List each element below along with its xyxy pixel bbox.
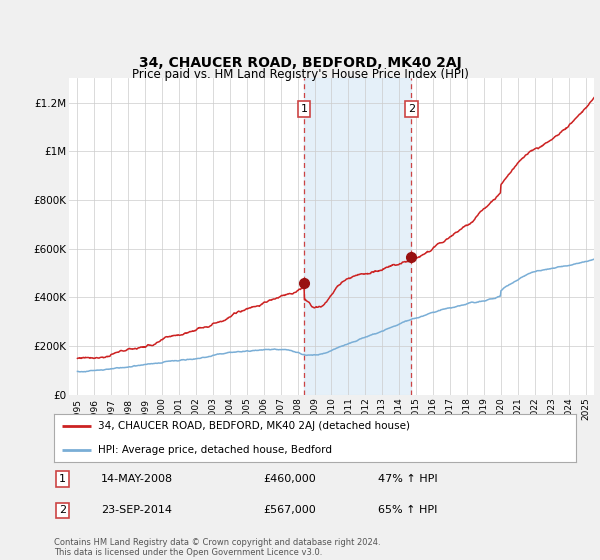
Text: 34, CHAUCER ROAD, BEDFORD, MK40 2AJ (detached house): 34, CHAUCER ROAD, BEDFORD, MK40 2AJ (det…	[98, 421, 410, 431]
Text: 34, CHAUCER ROAD, BEDFORD, MK40 2AJ: 34, CHAUCER ROAD, BEDFORD, MK40 2AJ	[139, 56, 461, 70]
Text: 1: 1	[301, 104, 307, 114]
Text: 2: 2	[408, 104, 415, 114]
Text: 47% ↑ HPI: 47% ↑ HPI	[377, 474, 437, 484]
Text: 14-MAY-2008: 14-MAY-2008	[101, 474, 173, 484]
Text: Price paid vs. HM Land Registry's House Price Index (HPI): Price paid vs. HM Land Registry's House …	[131, 68, 469, 81]
Text: 23-SEP-2014: 23-SEP-2014	[101, 505, 172, 515]
Text: 1: 1	[59, 474, 66, 484]
Text: 65% ↑ HPI: 65% ↑ HPI	[377, 505, 437, 515]
Bar	[304, 78, 412, 395]
Text: £460,000: £460,000	[263, 474, 316, 484]
Text: 2: 2	[59, 505, 67, 515]
Text: HPI: Average price, detached house, Bedford: HPI: Average price, detached house, Bedf…	[98, 445, 332, 455]
Text: Contains HM Land Registry data © Crown copyright and database right 2024.
This d: Contains HM Land Registry data © Crown c…	[54, 538, 380, 557]
Text: £567,000: £567,000	[263, 505, 316, 515]
